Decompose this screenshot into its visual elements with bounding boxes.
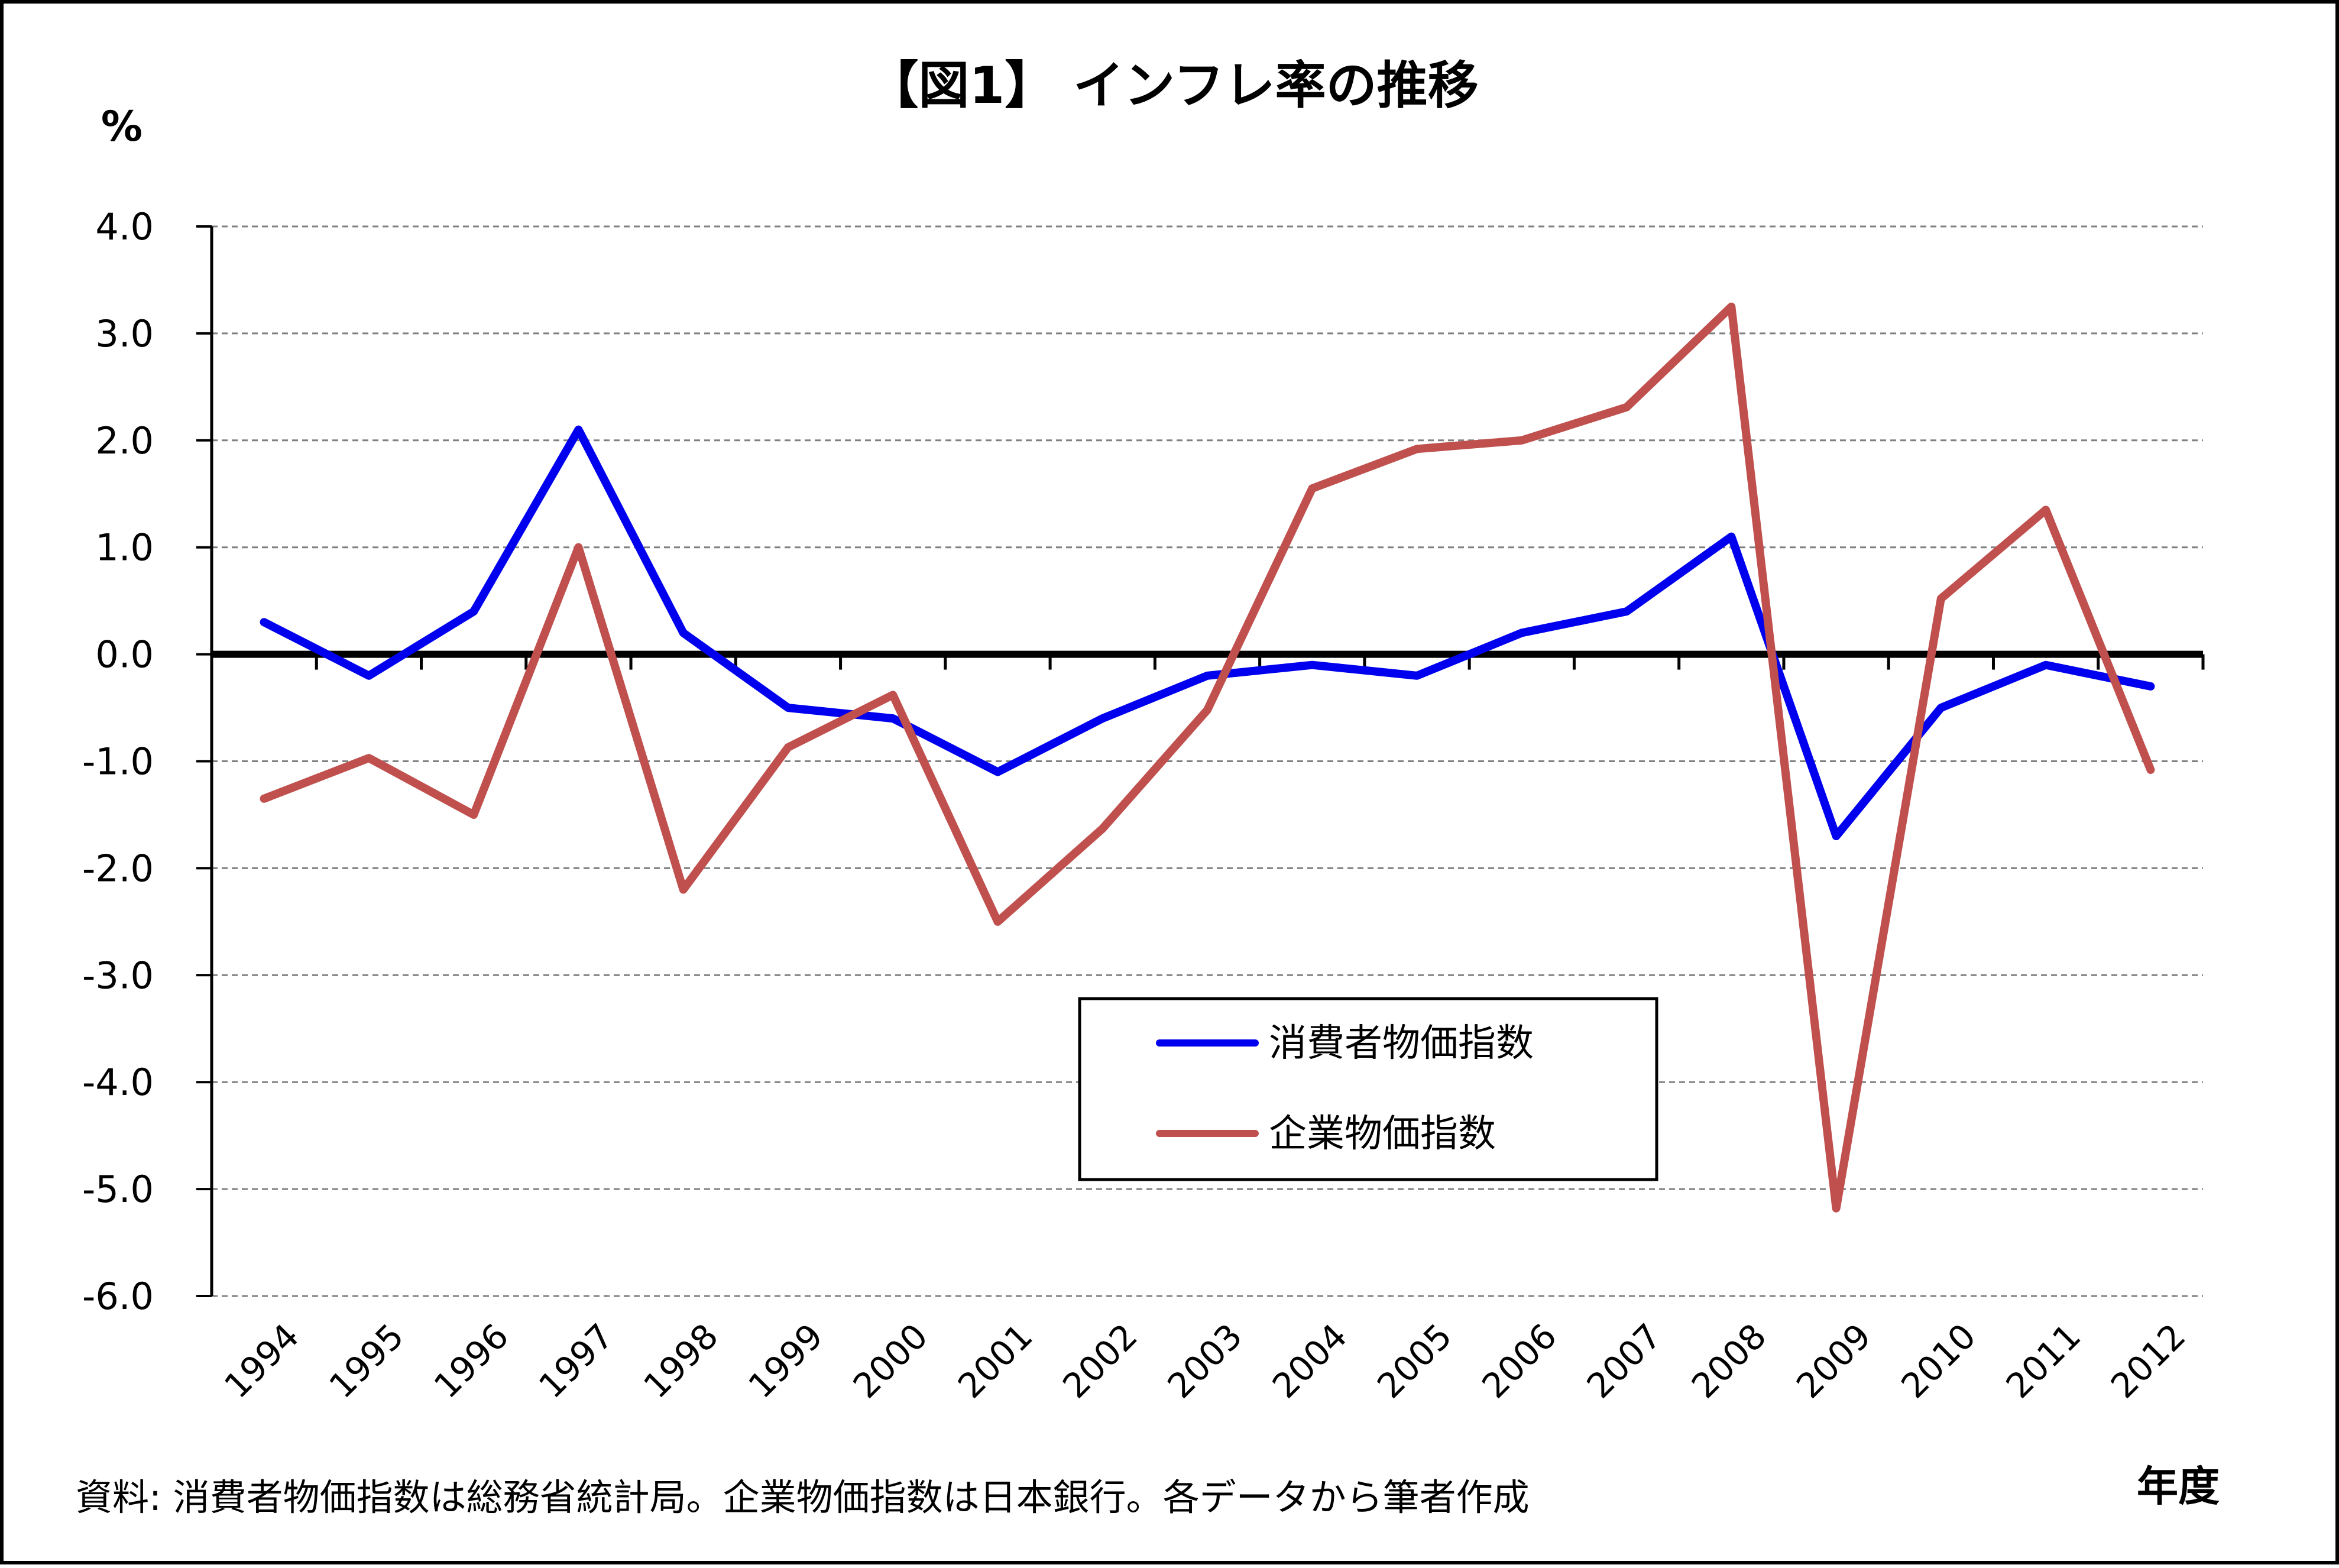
series-layer [260, 302, 2155, 1213]
x-tick-label: 2004 [1265, 1316, 1355, 1406]
y-tick-label: -3.0 [82, 954, 154, 997]
y-tick-label: -6.0 [82, 1275, 154, 1318]
x-tick-label: 2012 [2103, 1316, 2193, 1406]
y-tick-label: -1.0 [82, 740, 154, 783]
x-tick-label: 2007 [1579, 1316, 1669, 1406]
legend-label-cgpi: 企業物価指数 [1269, 1112, 1496, 1156]
axis-layer: 4.0 3.0 2.0 1.0 0.0 -1.0 -2.0 -3.0 -4.0 -5.0 -6.0 1… [82, 205, 2205, 1406]
x-tick-label: 2005 [1369, 1316, 1459, 1406]
x-tick-label: 2010 [1893, 1316, 1983, 1406]
x-tick-label: 2001 [950, 1316, 1040, 1406]
x-tick-label: 2003 [1160, 1316, 1250, 1406]
y-tick-label: -2.0 [82, 847, 154, 890]
x-tick-label: 1994 [216, 1316, 306, 1406]
x-axis-unit: 年度 [2137, 1462, 2220, 1511]
x-tick-label: 2006 [1474, 1316, 1564, 1406]
series-line-cgpi [260, 302, 2155, 1213]
x-tick-label: 1998 [636, 1316, 725, 1406]
x-tick-label: 2009 [1789, 1316, 1878, 1406]
x-tick-label: 2008 [1684, 1316, 1774, 1406]
y-tick-label: -4.0 [82, 1061, 154, 1104]
x-tick-label: 1999 [741, 1316, 831, 1406]
legend-box [1078, 997, 1658, 1181]
series-line-cpi [260, 425, 2155, 841]
x-tick-label: 2000 [845, 1316, 935, 1406]
x-tick-label: 2011 [1998, 1316, 2088, 1406]
grid-layer [212, 225, 2203, 1297]
chart-title: 【図1】 インフレ率の推移 [867, 56, 1478, 115]
legend-label-cpi: 消費者物価指数 [1269, 1022, 1534, 1065]
x-tick-label: 1996 [426, 1316, 516, 1406]
source-note: 資料: 消費者物価指数は総務省統計局。企業物価指数は日本銀行。各データから筆者作… [76, 1476, 1530, 1519]
y-tick-label: 0.0 [95, 633, 154, 676]
legend: 消費者物価指数 企業物価指数 [1078, 997, 1658, 1181]
y-axis-unit: % [101, 102, 142, 151]
x-tick-label: 1995 [322, 1316, 412, 1406]
chart-svg: 【図1】 インフレ率の推移 % 4.0 3.0 2.0 1.0 0.0 -1.0 -2.0 -… [76, 56, 2220, 1519]
y-tick-label: 4.0 [95, 205, 154, 248]
y-tick-label: -5.0 [82, 1168, 154, 1211]
x-tick-label: 2002 [1055, 1316, 1145, 1406]
y-tick-label: 3.0 [95, 312, 154, 355]
y-tick-label: 1.0 [95, 526, 154, 569]
y-tick-label: 2.0 [95, 419, 154, 462]
x-tick-label: 1997 [531, 1316, 621, 1406]
